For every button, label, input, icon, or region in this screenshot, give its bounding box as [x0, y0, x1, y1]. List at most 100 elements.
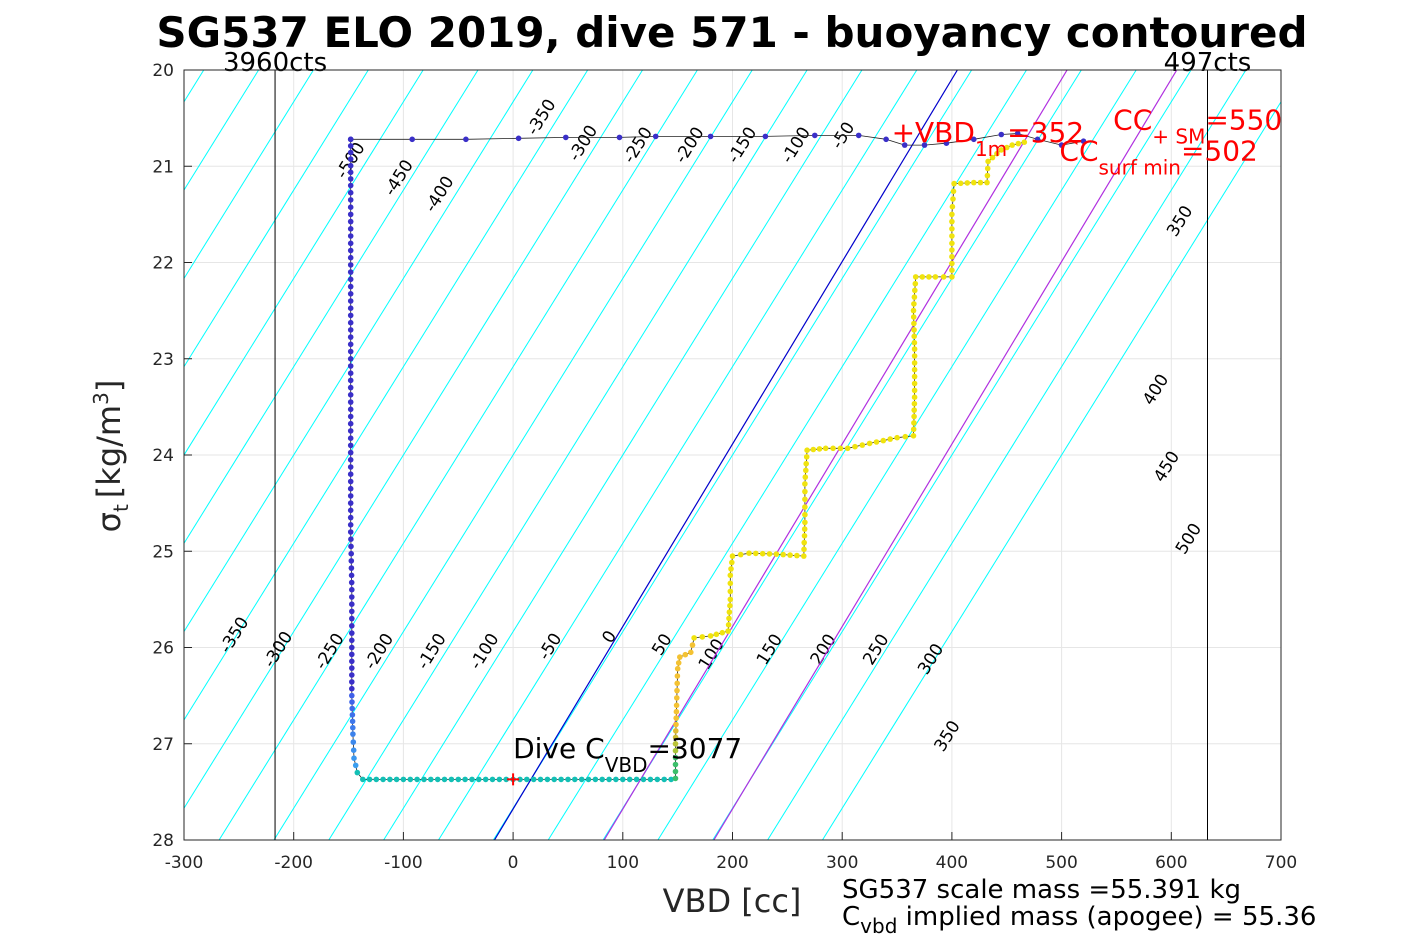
series-climb-point-39 — [737, 551, 744, 558]
series-climb-point-80 — [911, 420, 917, 426]
series-dive-point-124 — [592, 776, 599, 783]
series-climb-point-23 — [699, 634, 706, 640]
series-dive-point-15 — [347, 240, 354, 247]
series-surface-point-1 — [409, 136, 416, 143]
series-climb-point-88 — [911, 366, 918, 373]
series-dive-point-113 — [517, 776, 523, 783]
series-dive-point-81 — [349, 712, 356, 718]
series-climb-point-0 — [672, 775, 679, 782]
series-climb-point-103 — [919, 274, 926, 280]
contour-line-11 — [328, 70, 808, 840]
series-dive-point-87 — [351, 755, 357, 761]
contour-line-9 — [218, 70, 698, 840]
series-climb-point-84 — [911, 394, 918, 401]
series-dive-point-104 — [455, 776, 462, 783]
series-climb-point-110 — [949, 253, 955, 260]
series-climb-point-25 — [713, 631, 720, 638]
series-climb-point-117 — [949, 203, 956, 210]
series-climb-point-101 — [912, 280, 919, 287]
series-dive-point-60 — [348, 565, 355, 571]
series-climb-point-96 — [910, 314, 917, 320]
y-tick-label-7: 27 — [152, 735, 174, 755]
x-axis-label: VBD [cc] — [663, 882, 802, 920]
series-surface-point-7 — [707, 133, 714, 140]
footer-scale-mass: SG537 scale mass =55.391 kg — [842, 875, 1241, 905]
series-climb-point-135 — [1021, 139, 1028, 145]
ref-line-magenta-2 — [713, 70, 1178, 840]
annotation-cc-surf-min: CCsurf min=502 — [1059, 134, 1257, 179]
series-dive-point-49 — [347, 485, 354, 492]
contour-label-20: 150 — [753, 631, 787, 669]
series-dive-point-26 — [347, 319, 354, 326]
series-climb-point-60 — [803, 467, 809, 474]
series-dive-point-86 — [350, 747, 357, 753]
series-climb-point-58 — [802, 481, 808, 487]
series-dive-point-16 — [347, 247, 354, 254]
series-dive-point-30 — [347, 348, 354, 355]
series-climb-point-56 — [802, 496, 808, 503]
series-climb-point-131 — [998, 147, 1005, 153]
contour-line-6 — [184, 70, 534, 633]
series-dive-point-8 — [347, 189, 354, 196]
series-dive-point-100 — [428, 776, 434, 783]
series-climb-point-87 — [911, 373, 918, 380]
series-dive-point-42 — [347, 435, 354, 442]
series-dive-point-89 — [354, 769, 361, 776]
series-climb-point-54 — [802, 511, 808, 518]
series-climb-point-99 — [911, 294, 918, 300]
contour-label-27: 450 — [1150, 448, 1184, 486]
series-dive-point-62 — [348, 579, 355, 586]
series-surface-point-2 — [463, 136, 469, 143]
series-surface-point-9 — [812, 132, 818, 139]
series-climb-point-10 — [673, 708, 680, 715]
series-surface-point-12 — [901, 142, 908, 148]
series-dive-point-115 — [530, 776, 537, 783]
series-dive-point-102 — [441, 776, 448, 783]
series-dive-point-78 — [349, 692, 355, 699]
series-climb-point-82 — [911, 407, 917, 413]
contour-label-28: 500 — [1172, 520, 1206, 558]
series-climb-point-113 — [949, 233, 955, 239]
series-dive-point-55 — [347, 529, 354, 535]
series-climb-point-8 — [673, 721, 679, 728]
series-climb-point-50 — [801, 539, 807, 546]
series-dive-point-2 — [347, 149, 354, 156]
series-dive-point-99 — [421, 776, 427, 783]
series-climb-point-126 — [984, 172, 991, 179]
series-dive-point-34 — [347, 377, 354, 384]
series-climb-point-28 — [725, 622, 732, 628]
series-surface-point-15 — [971, 136, 977, 143]
series-climb-point-16 — [674, 665, 681, 672]
series-climb-point-37 — [729, 559, 735, 566]
contour-label-18: 50 — [648, 630, 676, 659]
contour-labels: -500-450-400-350-300-250-200-150-100-50-… — [216, 96, 1206, 756]
series-climb-point-97 — [910, 307, 917, 314]
series-surface-point-11 — [883, 136, 889, 143]
series-dive-point-17 — [347, 254, 354, 261]
series-climb-point-6 — [672, 734, 679, 741]
series-dive-point-38 — [347, 406, 354, 413]
series-climb-point-118 — [950, 196, 956, 202]
y-tick-label-5: 25 — [152, 542, 174, 562]
series-climb-point-119 — [950, 188, 957, 195]
contour-label-3: -350 — [523, 96, 560, 139]
series-climb-line — [675, 141, 1025, 779]
footer-implied-text: implied mass (apogee) = 55.36 — [897, 902, 1316, 932]
series-climb-point-32 — [727, 596, 734, 603]
series-dive-point-29 — [347, 341, 354, 348]
series-dive-point-73 — [349, 658, 355, 665]
series-climb-point-1 — [672, 768, 679, 775]
series-climb-point-134 — [1015, 140, 1022, 147]
series-climb-point-66 — [822, 445, 829, 452]
buoyancy-contours — [184, 70, 1281, 840]
series-climb-point-57 — [802, 488, 808, 495]
series-dive-point-31 — [347, 356, 354, 362]
series-dive-point-50 — [347, 493, 354, 499]
x-tick-label-5: 200 — [716, 853, 748, 873]
footer-implied-mass: Cvbd implied mass (apogee) = 55.36 — [842, 902, 1316, 938]
contour-label-1: -450 — [380, 156, 417, 199]
x-tick-label-2: -100 — [384, 853, 423, 873]
series-climb-point-130 — [994, 150, 1000, 157]
